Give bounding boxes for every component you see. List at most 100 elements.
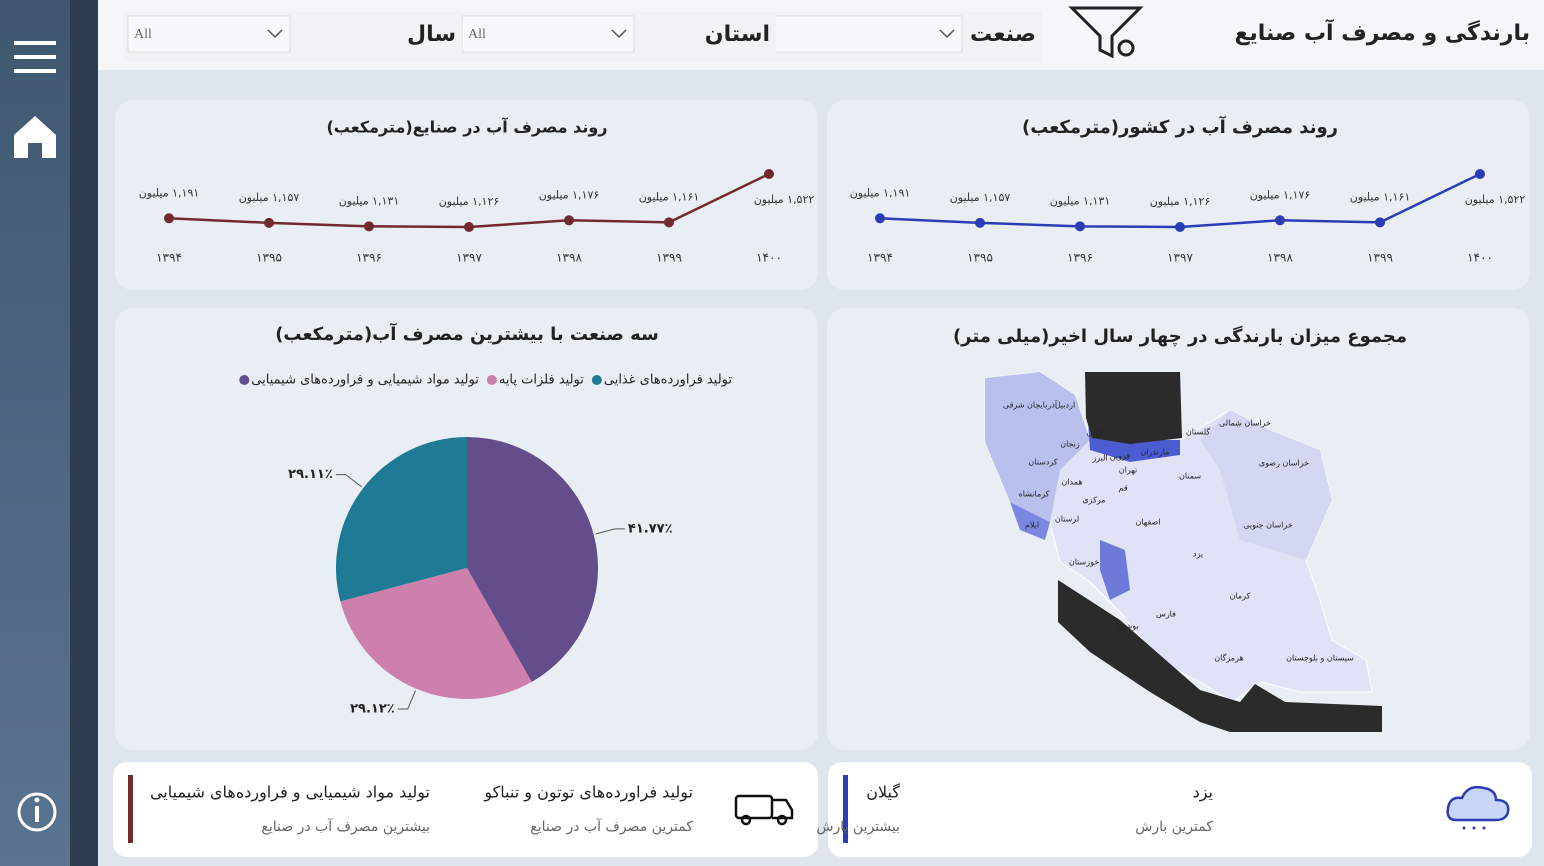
province-label: سمنان xyxy=(1179,472,1201,481)
value-label: ۱,۵۲۲ میلیون xyxy=(754,193,815,206)
filter-label: صنعت xyxy=(970,22,1036,47)
value-label: ۱,۱۲۶ میلیون xyxy=(1150,195,1211,208)
point xyxy=(975,217,985,228)
card xyxy=(827,100,1530,290)
value-label: ۱,۱۷۶ میلیون xyxy=(1250,188,1311,201)
x-tick-label: ۱۳۹۵ xyxy=(967,251,993,265)
filter-icon[interactable] xyxy=(1068,6,1144,59)
kpi-title: یزد xyxy=(1193,783,1213,803)
map-title: مجموع میزان بارندگی در چهار سال اخیر(میل… xyxy=(953,325,1407,347)
value-label: ۱,۱۷۶ میلیون xyxy=(539,188,600,201)
card xyxy=(115,100,818,290)
value-label: ۱,۱۵۷ میلیون xyxy=(239,191,300,204)
point xyxy=(264,217,274,228)
leader-line xyxy=(397,690,416,710)
province-label: زنجان xyxy=(1060,440,1080,449)
legend-label: تولید فلزات پایه xyxy=(499,373,584,388)
x-tick-label: ۱۴۰۰ xyxy=(1467,251,1493,265)
x-tick-label: ۱۳۹۸ xyxy=(556,251,582,265)
x-tick-label: ۱۳۹۶ xyxy=(1067,251,1093,265)
menu-icon[interactable] xyxy=(14,41,56,73)
accent-bar xyxy=(128,775,133,843)
legend-label: تولید فراورده‌های غذایی xyxy=(604,373,733,388)
kpi-subtitle: کمترین بارش xyxy=(1135,819,1213,835)
sidebar-strip xyxy=(70,0,98,866)
value-label: ۱,۱۶۱ میلیون xyxy=(1350,190,1411,203)
x-tick-label: ۱۳۹۷ xyxy=(456,251,482,265)
data-label: ۲۹.۱۱٪ xyxy=(288,467,333,482)
province-label: مرکزی xyxy=(1082,496,1105,505)
province-label: مازندران xyxy=(1141,448,1170,457)
filter-label: سال xyxy=(407,22,456,47)
leader-line xyxy=(595,528,625,535)
value-label: ۱,۱۵۷ میلیون xyxy=(950,191,1011,204)
province-label: خراسان رضوی xyxy=(1259,459,1309,468)
value-label: ۱,۵۲۲ میلیون xyxy=(1465,193,1526,206)
value-label: ۱,۱۹۱ میلیون xyxy=(139,186,200,199)
value-label: ۱,۱۳۱ میلیون xyxy=(339,194,400,207)
chart-title: روند مصرف آب در کشور(مترمکعب) xyxy=(1022,115,1338,138)
data-label: ۴۱.۷۷٪ xyxy=(628,521,673,536)
province-label: تهران xyxy=(1119,466,1137,475)
point xyxy=(464,222,474,232)
x-tick-label: ۱۳۹۶ xyxy=(356,251,382,265)
filter-dropdown[interactable] xyxy=(745,15,963,53)
x-tick-label: ۱۳۹۷ xyxy=(1167,251,1193,265)
filter-dropdown[interactable] xyxy=(461,15,635,53)
legend-marker xyxy=(591,375,602,385)
province-label: سیستان و بلوچستان xyxy=(1286,654,1354,663)
info-icon[interactable] xyxy=(17,792,57,832)
province-label: قم xyxy=(1118,484,1127,493)
legend-marker xyxy=(486,375,497,385)
province-label: کرمان xyxy=(1230,592,1251,601)
province-label: خراسان جنوبی xyxy=(1243,521,1293,530)
province-label: گلستان xyxy=(1186,427,1211,437)
kpi-subtitle: کمترین مصرف آب در صنایع xyxy=(530,818,693,835)
leader-line xyxy=(335,474,362,488)
point xyxy=(664,217,674,228)
kpi-title: تولید فراورده‌های توتون و تنباکو xyxy=(483,783,693,803)
point xyxy=(164,213,174,224)
pie-slice xyxy=(336,437,467,602)
point xyxy=(1075,221,1085,232)
dropdown-arrow xyxy=(267,29,283,39)
point xyxy=(364,221,374,232)
x-tick-label: ۱۳۹۵ xyxy=(256,251,282,265)
cloud-icon xyxy=(1446,785,1510,830)
province-label: یزد xyxy=(1193,550,1203,559)
page-title: بارندگی و مصرف آب صنایع xyxy=(1235,18,1531,46)
province-label: آذربایجان شرقی xyxy=(1003,400,1058,410)
chart-title: سه صنعت با بیشترین مصرف آب(مترمکعب) xyxy=(275,322,659,345)
province-label: خراسان شمالی xyxy=(1219,419,1271,428)
kpi-subtitle: بیشترین بارش xyxy=(816,819,900,835)
province-label: کرمانشاه xyxy=(1019,490,1050,499)
filter-value: All xyxy=(468,27,486,42)
point xyxy=(1275,215,1285,226)
x-tick-label: ۱۳۹۴ xyxy=(156,251,182,265)
province-label: خوزستان xyxy=(1069,558,1099,567)
iran-map xyxy=(984,371,1382,732)
province-label: قزوین xyxy=(1110,452,1131,461)
point xyxy=(1375,217,1385,228)
filter-dropdown[interactable] xyxy=(127,15,291,53)
point xyxy=(1175,222,1185,232)
dropdown-arrow xyxy=(939,29,955,39)
x-tick-label: ۱۳۹۹ xyxy=(1367,251,1393,265)
legend-marker xyxy=(239,375,250,385)
kpi-title: گیلان xyxy=(866,783,900,802)
kpi-subtitle: بیشترین مصرف آب در صنایع xyxy=(261,818,430,835)
province-label: بوشهر xyxy=(1116,622,1138,631)
province-label: کردستان xyxy=(1028,458,1057,467)
point xyxy=(564,215,574,226)
truck-icon xyxy=(734,794,794,826)
x-tick-label: ۱۳۹۴ xyxy=(867,251,893,265)
home-icon[interactable] xyxy=(14,116,56,158)
accent-bar xyxy=(843,775,848,843)
legend-label: تولید مواد شیمیایی و فراورده‌های شیمیایی xyxy=(251,373,479,388)
province-label: البرز xyxy=(1091,454,1107,463)
province-label: اصفهان xyxy=(1135,518,1160,527)
province-label: همدان xyxy=(1061,478,1082,487)
card xyxy=(828,762,1532,857)
value-label: ۱,۱۳۱ میلیون xyxy=(1050,194,1111,207)
